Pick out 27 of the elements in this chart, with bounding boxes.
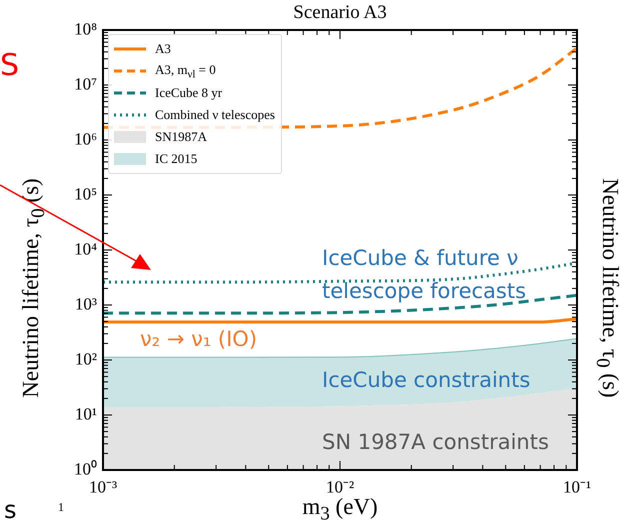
annotation: SN 1987A constraints: [322, 430, 549, 454]
y-tick-label: 10⁸: [74, 19, 98, 38]
annotation: IceCube constraints: [322, 368, 530, 392]
legend-label: A3, m$_{νl}$ = 0: [155, 62, 216, 80]
x-tick-label: 10⁻¹: [562, 478, 592, 497]
legend-label: Combined ν telescopes: [155, 107, 275, 123]
text: 1: [58, 500, 64, 515]
legend-label: IC 2015: [155, 151, 198, 167]
x-tick-label: 10⁻²: [326, 478, 354, 497]
annotation: IceCube & future ν telescope forecasts: [322, 245, 528, 305]
legend-label: SN1987A: [155, 129, 208, 145]
y-tick-label: 10⁷: [74, 74, 98, 94]
chart-title: Scenario A3: [292, 2, 388, 24]
annotation: ν₂ → ν₁ (IO): [140, 327, 258, 351]
legend-label: IceCube 8 yr: [155, 85, 222, 101]
text: S: [0, 48, 20, 83]
y-tick-label: 10¹: [74, 404, 97, 424]
y-tick-label: 10³: [74, 294, 97, 314]
y-tick-label: 10²: [74, 349, 97, 368]
y-tick-label: 10⁶: [74, 129, 98, 148]
y-tick-label: 10⁰: [74, 459, 97, 478]
legend-label: A3: [155, 41, 171, 57]
y-tick-label: 10⁵: [74, 184, 98, 204]
y-tick-label: 10⁴: [74, 239, 98, 258]
x-tick-label: 10⁻³: [88, 478, 118, 497]
x-axis-title: m$_{3}$ (eV): [302, 494, 378, 525]
text: s: [4, 496, 17, 524]
